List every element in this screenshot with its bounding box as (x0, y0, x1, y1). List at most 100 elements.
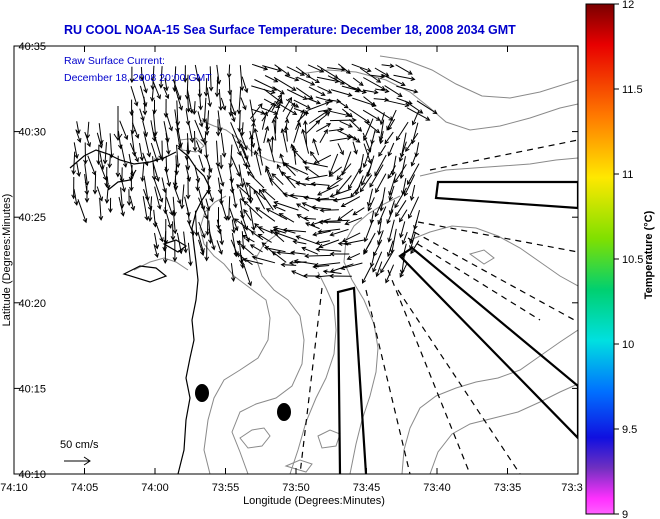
current-vector (164, 207, 172, 229)
current-vector (399, 141, 407, 162)
current-vector-head (253, 149, 259, 156)
lane-boundary (413, 231, 578, 323)
current-vector (347, 252, 361, 260)
current-vector-head (303, 195, 309, 201)
current-vector (380, 130, 384, 144)
current-vector (230, 239, 239, 256)
current-vector (350, 185, 361, 198)
current-vector (327, 75, 345, 85)
current-vector (367, 188, 373, 207)
current-vector (396, 121, 409, 141)
current-vector (164, 78, 168, 91)
current-vector-head (280, 128, 286, 134)
current-vector (294, 260, 317, 265)
current-vector (353, 207, 365, 216)
current-vector (217, 177, 222, 194)
x-tick-label: 74:05 (71, 482, 99, 494)
current-vector-head (340, 265, 346, 271)
current-vector-head (133, 101, 139, 107)
current-vector (329, 137, 351, 142)
current-vector (380, 251, 394, 273)
current-vector (195, 140, 202, 154)
current-vector (229, 207, 238, 231)
current-vector (73, 151, 76, 175)
colorbar-tick-label: 10 (622, 339, 634, 351)
current-vector (141, 163, 145, 182)
current-vector (236, 240, 254, 256)
current-vector (118, 196, 124, 216)
current-vector (263, 126, 269, 144)
current-vector (374, 154, 387, 176)
current-vector (228, 196, 231, 220)
current-vector-head (221, 105, 227, 111)
coastline-path (177, 147, 211, 474)
current-vector (198, 239, 204, 256)
current-vector (154, 232, 158, 249)
current-vector-head (388, 116, 394, 121)
y-tick-label: 40:15 (18, 383, 46, 395)
current-vector (359, 67, 381, 83)
current-vector-head (305, 104, 311, 109)
current-vector (388, 142, 395, 156)
current-vector-head (375, 272, 380, 278)
current-vector (186, 89, 193, 113)
current-vector (174, 164, 177, 187)
contour-line (133, 257, 189, 271)
colorbar-ticks (614, 3, 619, 515)
current-vector-head (179, 204, 185, 210)
current-vector-head (98, 215, 104, 221)
x-tick-label: 73:45 (353, 482, 381, 494)
current-vector (120, 144, 127, 168)
current-vector-head (352, 210, 358, 216)
current-vector (154, 186, 161, 209)
current-vector (142, 120, 147, 137)
current-vector (172, 196, 176, 216)
current-vector-head (346, 255, 352, 260)
current-vector-head (301, 128, 306, 134)
current-vector (351, 63, 371, 72)
current-vector (104, 142, 107, 164)
current-vector-head (142, 110, 148, 116)
current-vector (119, 120, 128, 140)
current-vector (337, 143, 344, 155)
current-vector-head (356, 86, 362, 92)
current-vector-head (154, 252, 159, 259)
current-vector-head (387, 125, 393, 131)
current-vector (410, 240, 420, 254)
current-vector (387, 240, 394, 257)
coastline-path (162, 239, 188, 253)
current-vector (380, 112, 385, 125)
current-vector (119, 174, 125, 192)
current-vector-head (329, 193, 335, 198)
current-vector (363, 77, 385, 90)
current-vector-head (394, 178, 399, 184)
current-vector (317, 184, 339, 196)
current-vector-head (339, 127, 345, 132)
current-vector-head (198, 122, 204, 128)
current-vector (293, 146, 297, 165)
current-vector (411, 153, 417, 166)
current-vector-head (176, 199, 182, 205)
current-vector-head (310, 205, 316, 210)
current-vector-head (367, 159, 372, 165)
current-vector-head (250, 230, 256, 236)
current-vector-head (251, 121, 256, 127)
current-vector (388, 219, 395, 242)
current-vector (241, 122, 244, 136)
current-vector-head (102, 159, 108, 165)
current-vector (381, 64, 394, 67)
current-vector-head (126, 201, 132, 207)
current-vector-head (98, 143, 103, 149)
current-vector-head (294, 76, 300, 82)
current-vector-head (302, 216, 308, 221)
current-vector (242, 235, 255, 243)
current-vector-head (140, 177, 145, 183)
current-vector (361, 166, 372, 186)
current-vector-head (167, 223, 173, 229)
current-vector-head (315, 100, 321, 105)
current-vector (205, 155, 212, 173)
current-vector (394, 164, 407, 183)
current-vector-head (407, 214, 413, 220)
current-vector (396, 97, 412, 105)
lane-boundary (365, 289, 411, 474)
